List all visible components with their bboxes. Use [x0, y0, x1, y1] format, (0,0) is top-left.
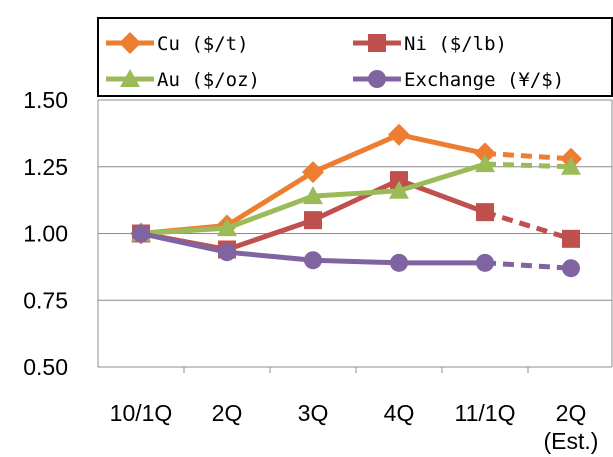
data-point [389, 180, 409, 199]
x-tick-label: 3Q [298, 400, 329, 426]
y-tick-label: 0.75 [23, 287, 68, 313]
x-tick-label: 2Q [212, 400, 243, 426]
legend-item: Cu ($/t) [106, 32, 249, 55]
y-tick-label: 1.00 [23, 221, 68, 247]
series-0 [130, 123, 582, 245]
y-tick-label: 1.25 [23, 154, 68, 180]
y-axis-tick-labels: 0.50 0.75 1.00 1.25 1.50 [23, 87, 68, 380]
data-point [304, 251, 322, 270]
series-group [130, 123, 582, 278]
legend-marker [368, 70, 386, 88]
x-tick-label: 11/1Q [455, 400, 516, 426]
legend-item: Exchange (¥/$) [353, 69, 564, 91]
data-point [217, 218, 237, 237]
data-point [562, 229, 580, 248]
series-3 [132, 224, 580, 278]
y-tick-label: 1.50 [23, 87, 68, 113]
legend-label: Ni ($/lb) [404, 33, 507, 55]
data-point [390, 171, 408, 190]
data-point [388, 123, 410, 146]
legend-label: Cu ($/t) [157, 33, 249, 55]
x-tick-label: 2Q [556, 400, 587, 426]
x-tick-label: 10/1Q [110, 400, 173, 426]
legend-item: Au ($/oz) [106, 69, 260, 91]
data-point [561, 156, 581, 175]
data-point [562, 259, 580, 278]
data-point [475, 154, 495, 173]
y-tick-label: 0.50 [23, 354, 68, 380]
axes [97, 99, 613, 373]
x-axis-tick-labels: 10/1Q 2Q 3Q 4Q 11/1Q 2Q(Est.) [110, 400, 599, 454]
data-point [476, 253, 494, 272]
data-point [304, 211, 322, 230]
series-line-estimate [484, 209, 572, 242]
legend-marker [120, 69, 140, 87]
legend-item: Ni ($/lb) [353, 33, 507, 55]
series-line-estimate [484, 150, 572, 162]
legend-box [97, 17, 613, 97]
data-point [303, 186, 323, 205]
data-point [132, 224, 150, 243]
data-point [218, 243, 236, 262]
data-point [474, 142, 496, 165]
legend: Cu ($/t) Ni ($/lb) Au ($/oz) Exchange (¥/$) [97, 17, 613, 97]
x-tick-note: (Est.) [544, 428, 599, 454]
series-line-estimate [484, 161, 572, 170]
legend-marker [368, 34, 386, 52]
x-tick-label: 4Q [384, 400, 415, 426]
legend-label: Au ($/oz) [157, 69, 260, 91]
data-point [302, 161, 324, 184]
data-point [390, 253, 408, 272]
data-point [476, 203, 494, 222]
series-line-estimate [484, 260, 572, 271]
legend-label: Exchange (¥/$) [404, 69, 564, 91]
legend-marker [119, 32, 141, 54]
